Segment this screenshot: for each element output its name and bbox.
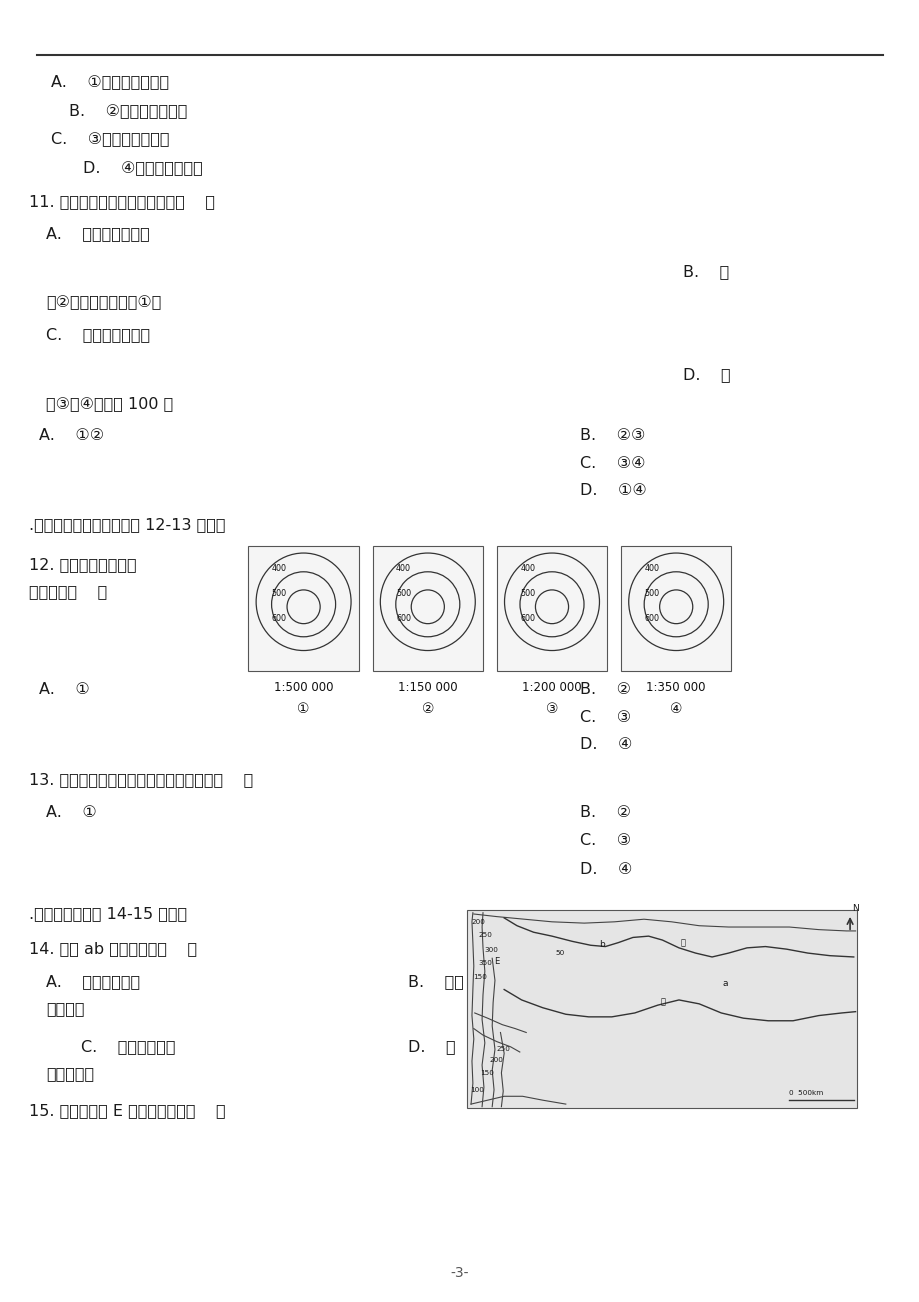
- Text: C.    支流甲河画错了: C. 支流甲河画错了: [46, 327, 150, 342]
- Text: 50: 50: [555, 950, 564, 957]
- Text: 河: 河: [680, 939, 685, 948]
- Text: 500: 500: [643, 589, 659, 598]
- Text: C.    ③: C. ③: [579, 833, 630, 849]
- Text: C.    ③号村庄会被淨没: C. ③号村庄会被淨没: [51, 132, 169, 147]
- Text: B.    ②号村庄会被淨没: B. ②号村庄会被淨没: [69, 103, 187, 118]
- Text: a: a: [721, 979, 727, 988]
- Text: ①: ①: [297, 702, 310, 716]
- Bar: [620, 546, 731, 671]
- Text: B.    自东: B. 自东: [407, 974, 463, 990]
- Text: 西南向东北: 西南向东北: [46, 1066, 94, 1082]
- Text: A.    ①②: A. ①②: [39, 428, 104, 444]
- Text: 250: 250: [496, 1046, 510, 1052]
- Bar: [467, 910, 856, 1108]
- Text: .读下列四幅图，回答下面 12-13 小题。: .读下列四幅图，回答下面 12-13 小题。: [29, 517, 226, 533]
- Text: 1:200 000: 1:200 000: [522, 681, 581, 694]
- Text: D.    村: D. 村: [682, 367, 730, 383]
- Text: ②: ②: [421, 702, 434, 716]
- Text: 500: 500: [395, 589, 411, 598]
- Text: 150: 150: [472, 974, 486, 980]
- Text: D.    ④: D. ④: [579, 862, 631, 878]
- Text: 1:150 000: 1:150 000: [398, 681, 457, 694]
- Text: 400: 400: [519, 564, 535, 573]
- Text: 250: 250: [478, 932, 492, 939]
- Text: 600: 600: [519, 613, 535, 622]
- Text: 庄③比④要高出 100 米: 庄③比④要高出 100 米: [46, 396, 173, 411]
- Text: 13. 表示实地范围最大，内容最简略的是（    ）: 13. 表示实地范围最大，内容最简略的是（ ）: [29, 772, 254, 788]
- Text: A.    ①: A. ①: [39, 682, 89, 698]
- Text: B.    村: B. 村: [682, 264, 728, 280]
- Text: 600: 600: [643, 613, 659, 622]
- Bar: [248, 546, 358, 671]
- Text: 15. 断崖顶部的 E 点海拔可能为（    ）: 15. 断崖顶部的 E 点海拔可能为（ ）: [29, 1103, 226, 1118]
- Text: 14. 河流 ab 段的流向为（    ）: 14. 河流 ab 段的流向为（ ）: [29, 941, 198, 957]
- Text: 200: 200: [471, 919, 485, 926]
- Text: A.    ①号村庄会被淨没: A. ①号村庄会被淨没: [51, 74, 168, 90]
- Text: 流: 流: [660, 997, 664, 1006]
- Bar: [372, 546, 482, 671]
- Text: C.    自东北向西南: C. 自东北向西南: [81, 1039, 176, 1055]
- Text: 1:500 000: 1:500 000: [274, 681, 333, 694]
- Text: 300: 300: [484, 947, 498, 953]
- Text: B.    ②: B. ②: [579, 682, 630, 698]
- Text: -3-: -3-: [450, 1267, 469, 1280]
- Text: C.    ③④: C. ③④: [579, 456, 644, 471]
- Text: 400: 400: [643, 564, 659, 573]
- Text: 12. 上图中，坡度最陪: 12. 上图中，坡度最陪: [29, 557, 137, 573]
- Text: 400: 400: [395, 564, 411, 573]
- Text: D.    ④号村庄会被淨没: D. ④号村庄会被淨没: [83, 160, 202, 176]
- Text: 500: 500: [271, 589, 287, 598]
- Text: A.    ①: A. ①: [46, 805, 96, 820]
- Bar: [496, 546, 607, 671]
- Text: 600: 600: [271, 613, 287, 622]
- Text: D.    自: D. 自: [407, 1039, 455, 1055]
- Text: 400: 400: [271, 564, 287, 573]
- Text: B.    ②: B. ②: [579, 805, 630, 820]
- Text: 150: 150: [480, 1070, 494, 1077]
- Text: b: b: [598, 940, 604, 949]
- Text: 南向西北: 南向西北: [46, 1001, 85, 1017]
- Text: A.    乙河水流向西北: A. 乙河水流向西北: [46, 227, 150, 242]
- Text: 1:350 000: 1:350 000: [646, 681, 705, 694]
- Text: C.    ③: C. ③: [579, 710, 630, 725]
- Text: D.    ①④: D. ①④: [579, 483, 646, 499]
- Text: 500: 500: [519, 589, 535, 598]
- Text: 200: 200: [489, 1057, 503, 1064]
- Text: .读下图判断下面 14-15 小题。: .读下图判断下面 14-15 小题。: [29, 906, 187, 922]
- Text: 100: 100: [470, 1087, 483, 1094]
- Text: ④: ④: [669, 702, 682, 716]
- Text: N: N: [851, 904, 857, 913]
- Text: 11. 关于下图的叙述，正确的是（    ）: 11. 关于下图的叙述，正确的是（ ）: [29, 194, 215, 210]
- Text: 的一幅是（    ）: 的一幅是（ ）: [29, 585, 108, 600]
- Text: D.    ④: D. ④: [579, 737, 631, 753]
- Text: A.    自西北向东南: A. 自西北向东南: [46, 974, 140, 990]
- Text: 0  500km: 0 500km: [789, 1090, 823, 1096]
- Text: E: E: [494, 957, 499, 966]
- Text: 350: 350: [478, 960, 492, 966]
- Text: 庄②的气温明显高于①村: 庄②的气温明显高于①村: [46, 296, 161, 311]
- Text: ③: ③: [545, 702, 558, 716]
- Text: 600: 600: [395, 613, 411, 622]
- Text: B.    ②③: B. ②③: [579, 428, 644, 444]
